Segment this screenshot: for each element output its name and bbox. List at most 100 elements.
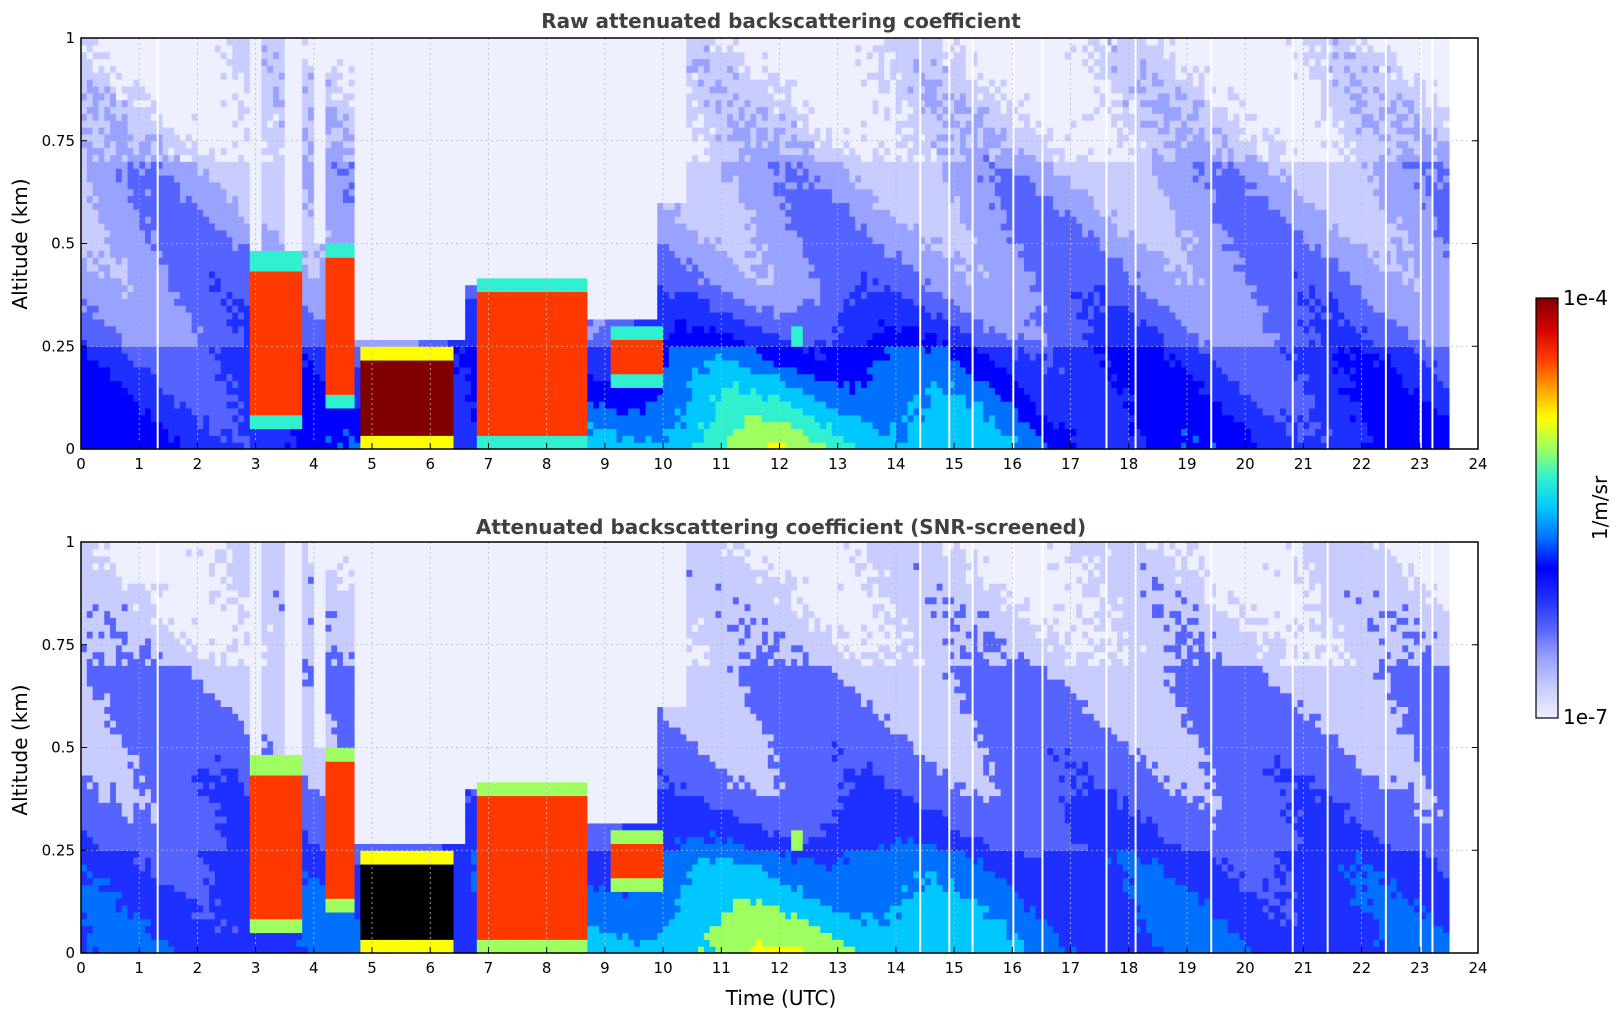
heatmap-cell [471, 332, 478, 340]
heatmap-cell [296, 92, 303, 101]
heatmap-cell [418, 325, 426, 334]
heatmap-cell [395, 277, 402, 286]
heatmap-cell [540, 175, 548, 183]
heatmap-cell [127, 44, 134, 53]
heatmap-cell [220, 270, 228, 279]
heatmap-cell [441, 346, 449, 354]
heatmap-cell [261, 216, 268, 224]
heatmap-cell [535, 428, 542, 436]
heatmap-cell [243, 195, 251, 203]
heatmap-cell [156, 147, 164, 156]
heatmap-cell [523, 216, 530, 224]
heatmap-cell [267, 229, 274, 238]
heatmap-cell [290, 72, 297, 80]
heatmap-cell [156, 85, 164, 94]
heatmap-cell [278, 209, 286, 217]
heatmap-cell [453, 353, 460, 361]
heatmap-cell [115, 373, 123, 382]
heatmap-cell [418, 175, 426, 183]
heatmap-cell [471, 236, 478, 245]
heatmap-cell [86, 216, 94, 224]
heatmap-cell [98, 394, 105, 402]
heatmap-cell [540, 65, 548, 73]
heatmap-cell [331, 325, 338, 334]
heatmap-cell [209, 380, 216, 388]
heatmap-cell [145, 140, 152, 149]
heatmap-cell [104, 229, 111, 238]
heatmap-cell [284, 65, 292, 73]
heatmap-cell [354, 284, 361, 293]
heatmap-cell [179, 366, 187, 375]
heatmap-cell [418, 161, 426, 169]
heatmap-cell [360, 264, 367, 272]
heatmap-cell [86, 270, 94, 279]
heatmap-cell [313, 209, 321, 217]
heatmap-cell [500, 435, 507, 443]
heatmap-cell [296, 209, 303, 217]
heatmap-cell [319, 264, 327, 272]
heatmap-cell [110, 236, 117, 245]
heatmap-cell [366, 421, 373, 430]
heatmap-cell [406, 85, 414, 94]
heatmap-cell [243, 113, 251, 121]
heatmap-cell [342, 250, 350, 258]
heatmap-cell [465, 133, 472, 142]
heatmap-cell [383, 195, 391, 203]
heatmap-cell [535, 38, 542, 46]
heatmap-cell [220, 257, 228, 265]
heatmap-cell [296, 359, 303, 368]
heatmap-cell [366, 250, 373, 258]
heatmap-cell [168, 120, 175, 128]
heatmap-cell [366, 175, 373, 183]
heatmap-cell [203, 305, 210, 313]
heatmap-cell [127, 181, 134, 190]
heatmap-cell [500, 99, 507, 108]
heatmap-cell [145, 181, 152, 190]
heatmap-cell [488, 401, 495, 409]
heatmap-cell [476, 380, 484, 388]
heatmap-cell [150, 147, 158, 156]
heatmap-cell [436, 58, 443, 66]
heatmap-cell [220, 277, 228, 286]
heatmap-cell [354, 147, 361, 156]
heatmap-cell [383, 407, 391, 416]
heatmap-cell [430, 264, 437, 272]
heatmap-cell [401, 79, 408, 87]
heatmap-cell [552, 291, 559, 299]
heatmap-cell [191, 161, 199, 169]
heatmap-cell [401, 428, 408, 436]
heatmap-cell [104, 298, 111, 306]
heatmap-cell [92, 222, 100, 231]
heatmap-cell [110, 181, 117, 190]
heatmap-cell [313, 72, 321, 80]
heatmap-cell [511, 175, 519, 183]
heatmap-cell [482, 291, 490, 299]
heatmap-cell [220, 435, 228, 443]
heatmap-cell [174, 353, 181, 361]
heatmap-cell [500, 195, 507, 203]
heatmap-cell [494, 387, 501, 395]
heatmap-cell [255, 339, 263, 347]
heatmap-cell [150, 106, 158, 114]
heatmap-cell [494, 161, 501, 169]
heatmap-cell [471, 168, 478, 176]
heatmap-cell [436, 305, 443, 313]
heatmap-cell [482, 222, 490, 231]
heatmap-cell [511, 277, 519, 286]
heatmap-cell [139, 353, 146, 361]
heatmap-cell [488, 346, 495, 354]
heatmap-cell [389, 332, 396, 340]
heatmap-cell [459, 414, 466, 423]
heatmap-cell [86, 325, 94, 334]
heatmap-cell [127, 298, 134, 306]
heatmap-cell [273, 175, 280, 183]
heatmap-cell [505, 154, 513, 162]
heatmap-cell [308, 318, 315, 327]
heatmap-cell [308, 229, 315, 238]
heatmap-cell [273, 161, 280, 169]
heatmap-cell [360, 401, 367, 409]
heatmap-cell [203, 339, 210, 347]
heatmap-cell [86, 407, 94, 416]
heatmap-cell [92, 216, 100, 224]
heatmap-cell [395, 312, 402, 320]
